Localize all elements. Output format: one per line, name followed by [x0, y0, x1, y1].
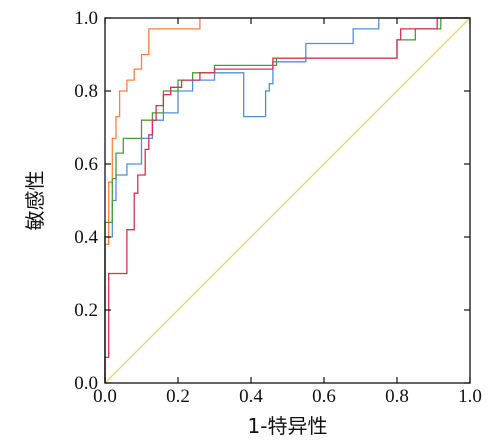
- x-tick-labels: 0.0 0.2 0.4 0.6 0.8 1.0: [93, 386, 482, 407]
- plot-frame: [104, 17, 471, 384]
- x-tick-label: 0.6: [312, 386, 336, 407]
- roc-curve-3: [104, 17, 470, 383]
- y-tick-label: 0.4: [74, 227, 98, 248]
- roc-curve-5: [104, 17, 471, 384]
- x-tick-label: 1.0: [458, 386, 482, 407]
- roc-curves: [104, 17, 471, 384]
- roc-curve-4: [104, 17, 470, 383]
- roc-curve-2: [104, 17, 470, 383]
- axis-ticks: [104, 17, 471, 384]
- x-tick-label: 0.2: [166, 386, 190, 407]
- y-tick-label: 1.0: [74, 8, 98, 29]
- x-tick-label: 0.0: [93, 386, 117, 407]
- x-tick-label: 0.4: [239, 386, 263, 407]
- y-tick-label: 0.6: [74, 154, 98, 175]
- y-tick-labels: 0.0 0.2 0.4 0.6 0.8 1.0: [74, 8, 98, 394]
- roc-curve-1: [104, 17, 470, 383]
- y-tick-label: 0.0: [74, 373, 98, 394]
- y-tick-label: 0.8: [74, 81, 98, 102]
- y-axis-label: 敏感性: [23, 171, 47, 231]
- y-tick-label: 0.2: [74, 300, 98, 321]
- x-axis-label: 1-特异性: [248, 414, 328, 438]
- x-tick-label: 0.8: [385, 386, 409, 407]
